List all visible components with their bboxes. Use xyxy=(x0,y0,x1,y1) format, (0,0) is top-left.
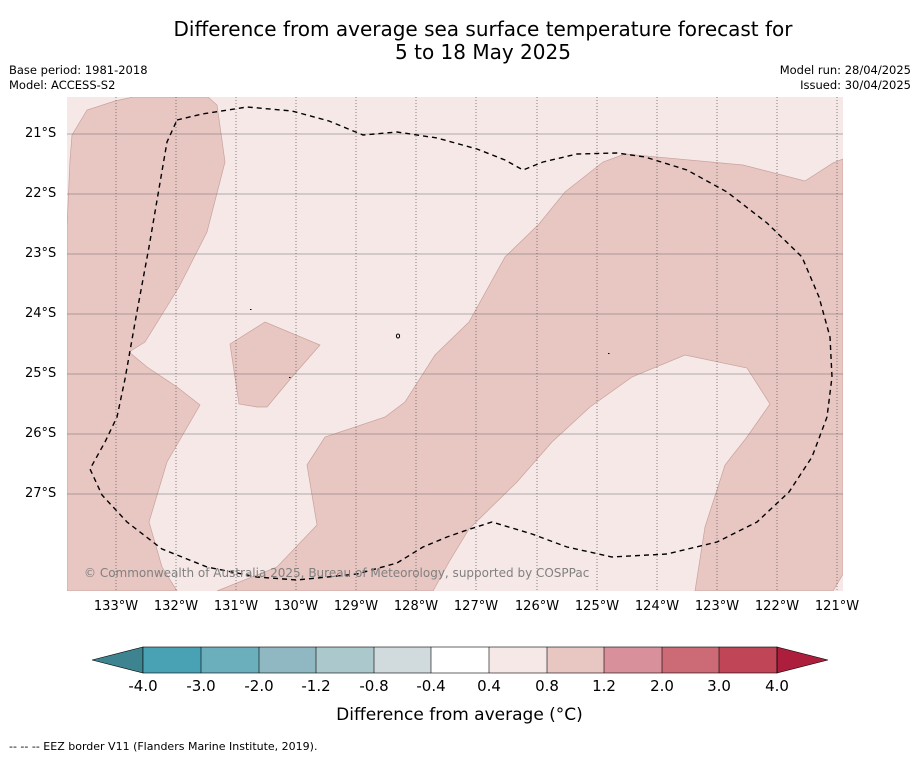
map-title-line1: Difference from average sea surface temp… xyxy=(173,17,793,41)
colorbar-tick: -0.8 xyxy=(359,677,389,695)
colorbar-tick: 3.0 xyxy=(707,677,731,695)
colorbar-tick: -0.4 xyxy=(416,677,446,695)
colorbar-swatch xyxy=(316,647,374,673)
lon-label-132w: 132°W xyxy=(153,599,199,614)
colorbar-swatch xyxy=(143,647,201,673)
lat-label-24s: 24°S xyxy=(25,306,57,321)
colorbar-swatch xyxy=(662,647,719,673)
copyright-text: © Commonwealth of Australia 2025, Bureau… xyxy=(84,566,590,580)
colorbar-tick: -2.0 xyxy=(244,677,274,695)
lat-label-25s: 25°S xyxy=(25,366,57,381)
colorbar-label: Difference from average (°C) xyxy=(336,705,583,725)
issued-date: Issued: 30/04/2025 xyxy=(800,78,911,92)
model-name: Model: ACCESS-S2 xyxy=(9,78,116,92)
lon-label-127w: 127°W xyxy=(453,599,499,614)
lon-label-121w: 121°W xyxy=(814,599,860,614)
colorbar-tick: 0.4 xyxy=(477,677,501,695)
colorbar-low-extension xyxy=(91,646,144,674)
colorbar-tick: 4.0 xyxy=(765,677,789,695)
eez-footnote: -- -- -- EEZ border V11 (Flanders Marine… xyxy=(9,740,318,753)
anomaly-region-east xyxy=(216,153,843,591)
colorbar xyxy=(91,646,829,674)
colorbar-swatch xyxy=(431,647,489,673)
lat-label-23s: 23°S xyxy=(25,246,57,261)
parallel-gridlines xyxy=(67,133,843,495)
lon-label-130w: 130°W xyxy=(273,599,319,614)
colorbar-tick: 1.2 xyxy=(592,677,616,695)
colorbar-swatch xyxy=(259,647,316,673)
colorbar-tick: -3.0 xyxy=(186,677,216,695)
colorbar-swatch xyxy=(374,647,431,673)
colorbar-swatch xyxy=(547,647,604,673)
colorbar-tick: -1.2 xyxy=(301,677,331,695)
lon-label-131w: 131°W xyxy=(213,599,259,614)
meridian-gridlines xyxy=(115,97,838,591)
colorbar-high-extension xyxy=(776,646,829,674)
island-mark xyxy=(289,377,291,378)
lon-label-129w: 129°W xyxy=(333,599,379,614)
island-mark xyxy=(608,353,610,354)
colorbar-swatch xyxy=(719,647,777,673)
sst-anomaly-map xyxy=(67,97,843,591)
meta-left: Base period: 1981-2018 Model: ACCESS-S2 xyxy=(9,63,148,93)
colorbar-tick: 2.0 xyxy=(650,677,674,695)
colorbar-swatch xyxy=(201,647,259,673)
lat-label-22s: 22°S xyxy=(25,186,57,201)
colorbar-dividers xyxy=(142,646,778,674)
island-mark xyxy=(250,309,252,310)
map-title: Difference from average sea surface temp… xyxy=(0,18,919,64)
base-period: Base period: 1981-2018 xyxy=(9,63,148,77)
lat-label-21s: 21°S xyxy=(25,126,57,141)
colorbar-swatch xyxy=(489,647,547,673)
meta-right: Model run: 28/04/2025 Issued: 30/04/2025 xyxy=(780,63,911,93)
anomaly-region-patch xyxy=(229,321,321,408)
map-title-line2: 5 to 18 May 2025 xyxy=(395,40,571,64)
colorbar-tick: 0.8 xyxy=(535,677,559,695)
lon-label-123w: 123°W xyxy=(694,599,740,614)
lon-label-125w: 125°W xyxy=(574,599,620,614)
lon-label-128w: 128°W xyxy=(393,599,439,614)
colorbar-tick: -4.0 xyxy=(128,677,158,695)
model-run: Model run: 28/04/2025 xyxy=(779,63,911,77)
lat-label-27s: 27°S xyxy=(25,486,57,501)
island-mark xyxy=(395,333,401,339)
lon-label-122w: 122°W xyxy=(754,599,800,614)
lat-label-26s: 26°S xyxy=(25,426,57,441)
lon-label-133w: 133°W xyxy=(93,599,139,614)
colorbar-swatch xyxy=(604,647,662,673)
lon-label-126w: 126°W xyxy=(514,599,560,614)
lon-label-124w: 124°W xyxy=(634,599,680,614)
